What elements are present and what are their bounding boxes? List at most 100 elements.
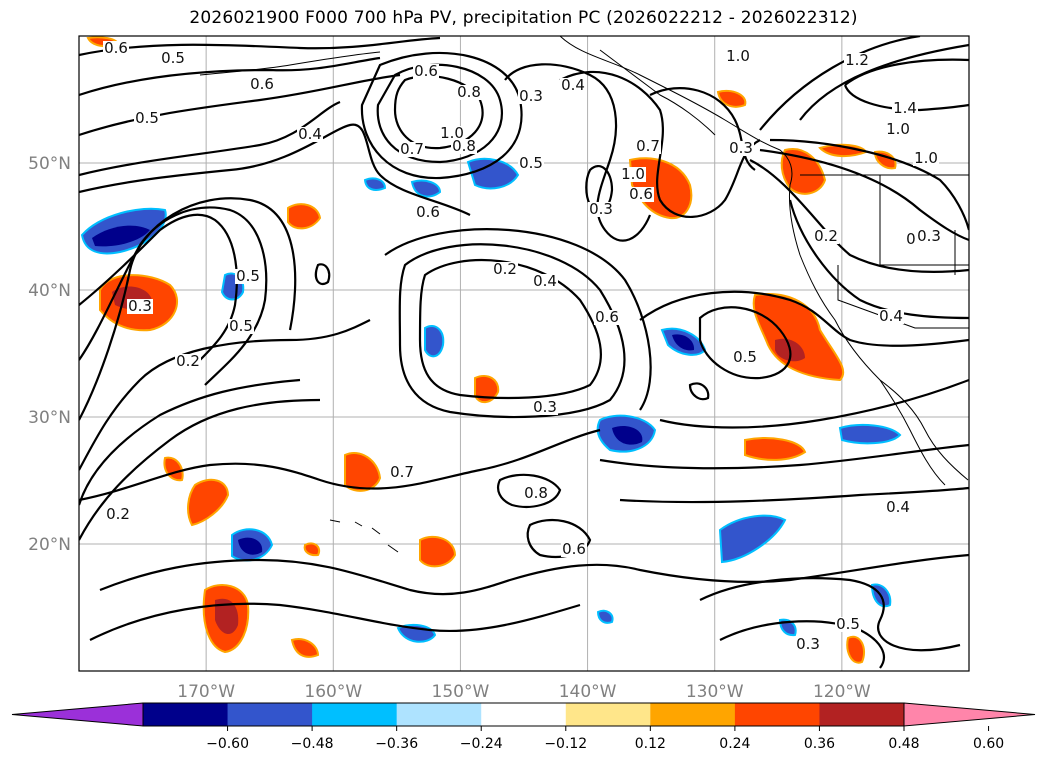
pv-contour xyxy=(360,51,523,180)
pv-contour xyxy=(759,148,969,242)
lon-tick-label: 130°W xyxy=(686,682,744,702)
pv-contour xyxy=(79,197,297,421)
pv-contour xyxy=(418,259,602,400)
precip-positive-blob xyxy=(419,535,457,568)
colorbar-tick-label: 0.12 xyxy=(635,736,666,752)
contour-label: 0.2 xyxy=(493,260,517,278)
pv-contours xyxy=(79,36,969,669)
precip-negative-core xyxy=(612,425,643,445)
contour-label: 0.3 xyxy=(589,200,613,218)
contour-label-bg xyxy=(413,64,439,79)
colorbar-segment xyxy=(565,703,651,726)
precip-positive-core xyxy=(215,598,239,635)
contour-label: 0.3 xyxy=(729,139,753,157)
precip-negative-blob xyxy=(596,609,614,624)
contour-label: 0.5 xyxy=(836,615,860,633)
pv-contour xyxy=(89,602,581,641)
contour-label-bg xyxy=(561,542,587,557)
contour-label: 1.4 xyxy=(893,99,917,117)
contour-label: 0.7 xyxy=(390,463,414,481)
contour-label-bg xyxy=(628,187,654,202)
colorbar-tick-label: −0.60 xyxy=(206,736,249,752)
contour-label-bg xyxy=(916,229,942,244)
contour-label-bg xyxy=(235,269,261,284)
colorbar-extend-max xyxy=(903,702,1036,727)
pv-contour xyxy=(496,473,562,508)
colorbar-outline xyxy=(142,702,905,727)
lon-tick-label: 150°W xyxy=(432,682,490,702)
colorbar-tick-label: 0.24 xyxy=(719,736,750,752)
colorbar-segment xyxy=(819,703,905,726)
precip-negative-blob xyxy=(838,423,902,445)
baja-california-coast xyxy=(879,379,946,486)
contour-label-bg xyxy=(127,299,153,314)
contour-label: 0.3 xyxy=(533,398,557,416)
pv-contour xyxy=(799,43,969,121)
aleutian-islands xyxy=(199,51,381,76)
colorbar-segment xyxy=(734,703,820,726)
colorbar-tick-label: 0.36 xyxy=(804,736,835,752)
contour-label: 0.3 xyxy=(796,635,820,653)
colorbar-segment xyxy=(227,703,313,726)
contour-label-bg xyxy=(588,202,614,217)
contour-label: 0.6 xyxy=(104,39,128,57)
pv-contour xyxy=(79,56,381,97)
contour-label: 1.2 xyxy=(845,51,869,69)
precip-positive-blob xyxy=(187,478,230,527)
pv-contour xyxy=(79,123,471,216)
colorbar-tick-label: −0.12 xyxy=(544,736,587,752)
pv-contour xyxy=(698,306,792,380)
contour-label-bg xyxy=(725,49,751,64)
pv-contour xyxy=(314,263,331,286)
contour-label-bg xyxy=(532,274,558,289)
contour-label-bg xyxy=(175,354,201,369)
contour-label: 0.7 xyxy=(400,140,424,158)
contour-label: 0.3 xyxy=(519,87,543,105)
contour-label-bg xyxy=(813,229,839,244)
pv-contour xyxy=(398,243,626,419)
contour-label-bg xyxy=(844,53,870,68)
contour-label-bg xyxy=(913,151,939,166)
map-axes: 170°W 160°W 150°W 140°W 130°W 120°W 50°N 40°N 30… xyxy=(28,154,871,702)
colorbar-tick-label: 0.60 xyxy=(973,736,1004,752)
precip-negative-blob xyxy=(424,325,445,358)
contour-label-bg xyxy=(134,111,160,126)
contour-labels: 0.60.50.60.50.40.71.00.8 0.30.50.30.60.70… xyxy=(103,39,942,653)
contour-label-bg xyxy=(560,78,586,93)
lon-tick-label: 120°W xyxy=(813,682,871,702)
precip-positive-blob xyxy=(846,635,866,664)
pv-contour xyxy=(599,443,969,470)
pv-contour xyxy=(79,36,441,57)
pv-contour xyxy=(688,382,710,401)
contour-label: 0.5 xyxy=(135,109,159,127)
pv-contour xyxy=(559,70,761,218)
contour-label-bg xyxy=(451,139,477,154)
contour-label: 0.6 xyxy=(414,62,438,80)
pv-contour xyxy=(699,577,961,652)
colorbar-extend-min xyxy=(11,702,144,727)
pv-contour xyxy=(79,73,401,137)
pv-contour xyxy=(788,199,969,320)
pv-contour xyxy=(384,228,652,411)
pv-contour xyxy=(619,486,969,504)
precip-negative-blob xyxy=(718,514,787,564)
contour-label: 1.0 xyxy=(621,165,645,183)
colorbar-segment xyxy=(481,703,567,726)
colorbar-segment xyxy=(143,703,229,726)
precip-negative-blob xyxy=(363,177,387,191)
contour-label: 0.2 xyxy=(814,227,838,245)
contour-label-bg xyxy=(594,310,620,325)
colorbar: −0.60 −0.48 −0.36 −0.24 −0.12 0.12 0.24 0.36 0.4… xyxy=(11,702,1036,752)
contour-label-bg xyxy=(105,507,131,522)
north-american-coastline xyxy=(559,36,969,481)
contour-label-bg xyxy=(297,127,323,142)
precip-positive-blob xyxy=(287,203,322,230)
contour-label: 0.6 xyxy=(250,75,274,93)
pv-contour xyxy=(659,378,969,429)
contour-label: 0.4 xyxy=(298,125,322,143)
precip-positive-blob xyxy=(290,638,320,658)
contour-label: 0.2 xyxy=(106,505,130,523)
contour-label: 0.4 xyxy=(561,76,585,94)
contour-label: 0.3 xyxy=(128,297,152,315)
alaska-panhandle-coast xyxy=(599,49,716,136)
